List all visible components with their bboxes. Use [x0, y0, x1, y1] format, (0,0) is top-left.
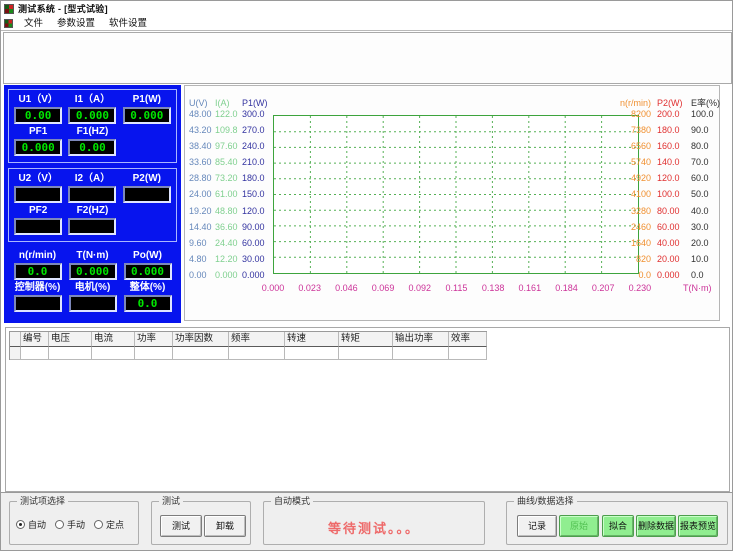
- col-output-power: 输出功率: [393, 332, 449, 347]
- menu-bar: 文件 参数设置 软件设置: [1, 16, 732, 30]
- axis-header-u: U(V): [189, 98, 208, 108]
- axis-header-p1: P1(W): [242, 98, 268, 108]
- meter-pf1: PF1 0.000: [11, 125, 65, 157]
- x-axis-ticks: 0.000 0.023 0.046 0.069 0.092 0.115 0.138 0.161…: [261, 283, 652, 293]
- x-axis-title: T(N·m): [683, 283, 712, 293]
- data-grid[interactable]: 编号 电压 电流 功率 功率因数 频率 转速 转矩 输出功率 效率: [9, 331, 487, 360]
- meter-f2: F2(HZ): [65, 204, 119, 236]
- u2-display: [14, 186, 63, 203]
- radio-manual[interactable]: 手动: [55, 518, 85, 531]
- axis-header-eff: E率(%): [691, 98, 720, 108]
- axis-ticks-n: 8200 7380 6560 5740 4920 4100 3280 2460 1640 820 0…: [630, 109, 651, 280]
- record-button[interactable]: 记录: [517, 515, 557, 537]
- menu-software-settings[interactable]: 软件设置: [109, 17, 148, 29]
- u1-display: 0.00: [14, 107, 63, 124]
- original-button[interactable]: 原始: [559, 515, 599, 537]
- axis-header-p2: P2(W): [657, 98, 683, 108]
- col-speed: 转速: [285, 332, 339, 347]
- meter-controller-eff: 控制器(%): [10, 281, 65, 313]
- axis-ticks-p1: 300.0 270.0 240.0 210.0 180.0 150.0 120.0 90.00…: [242, 109, 265, 280]
- radio-fixed-point-icon: [94, 520, 104, 529]
- status-message: 等待测试。。。: [327, 521, 420, 536]
- app-icon: [4, 3, 14, 14]
- axis-ticks-i: 122.0 109.8 97.60 85.40 73.20 61.00 48.80 36.60…: [215, 109, 238, 280]
- col-torque: 转矩: [339, 332, 393, 347]
- po-display: 0.000: [123, 263, 172, 280]
- meter-torque: T(N·m) 0.000: [65, 249, 120, 281]
- meter-u2: U2（V）: [11, 172, 65, 204]
- meter-f1: F1(HZ) 0.00: [65, 125, 119, 157]
- delete-data-button[interactable]: 删除数据: [636, 515, 676, 537]
- meter-group-3: n(r/min) 0.0 T(N·m) 0.000 Po(W) 0.000 控制…: [8, 247, 177, 313]
- col-number: 编号: [21, 332, 49, 347]
- meter-panel: U1（V） 0.00 I1（A） 0.000 P1(W) 0.000 PF1 0…: [4, 85, 181, 323]
- col-power-factor: 功率因数: [173, 332, 229, 347]
- data-table-panel: 编号 电压 电流 功率 功率因数 频率 转速 转矩 输出功率 效率: [5, 327, 730, 492]
- axis-header-n: n(r/min): [620, 98, 651, 108]
- col-power: 功率: [135, 332, 173, 347]
- meter-overall-eff: 整体(%) 0.0: [120, 281, 175, 313]
- meter-po: Po(W) 0.000: [120, 249, 175, 281]
- grid-lines: [274, 116, 638, 273]
- axis-ticks-p2: 200.0 180.0 160.0 140.0 120.0 100.0 80.00 60.00…: [657, 109, 680, 280]
- title-bar: 测试系统 - [型式试验]: [1, 1, 732, 16]
- menu-separator: [1, 30, 732, 31]
- auto-mode-group: 自动模式 等待测试。。。: [263, 496, 485, 545]
- unload-button[interactable]: 卸载: [204, 515, 246, 537]
- plot-area[interactable]: [273, 115, 639, 274]
- col-efficiency: 效率: [449, 332, 487, 347]
- p2-display: [122, 186, 171, 203]
- row-selector-header: [10, 332, 21, 347]
- meter-u1: U1（V） 0.00: [11, 93, 65, 125]
- meter-p2: P2(W): [120, 172, 174, 204]
- motor-eff-display: [68, 295, 117, 312]
- f2-display: [68, 218, 117, 235]
- speed-display: 0.0: [13, 263, 62, 280]
- pf1-display: 0.000: [14, 139, 63, 156]
- meter-i2: I2（A）: [65, 172, 119, 204]
- torque-display[interactable]: 0.000: [68, 263, 117, 280]
- controller-eff-display: [13, 295, 62, 312]
- meter-i1: I1（A） 0.000: [65, 93, 119, 125]
- report-preview-button[interactable]: 报表预览: [678, 515, 718, 537]
- top-blank-panel: [3, 32, 732, 84]
- test-group: 测试 测试 卸载: [151, 496, 251, 545]
- window-title: 测试系统 - [型式试验]: [18, 4, 108, 14]
- pf2-display: [14, 218, 63, 235]
- p1-display: 0.000: [122, 107, 171, 124]
- meter-motor-eff: 电机(%): [65, 281, 120, 313]
- curve-data-select-group: 曲线/数据选择 记录 原始 拟合 删除数据 报表预览: [506, 496, 728, 545]
- i2-display: [68, 186, 117, 203]
- radio-auto[interactable]: 自动: [16, 518, 46, 531]
- col-voltage: 电压: [49, 332, 92, 347]
- radio-manual-icon: [55, 520, 65, 529]
- menu-file[interactable]: 文件: [24, 17, 44, 29]
- col-current: 电流: [92, 332, 135, 347]
- mdi-child-icon[interactable]: [4, 18, 13, 28]
- axis-header-i: I(A): [215, 98, 230, 108]
- axis-ticks-u: 48.00 43.20 38.40 33.60 28.80 24.00 19.20 14.40…: [189, 109, 212, 280]
- overall-eff-display: 0.0: [123, 295, 172, 312]
- radio-fixed-point[interactable]: 定点: [94, 518, 124, 531]
- meter-group-2: U2（V） I2（A） P2(W) PF2 F2(HZ): [8, 168, 177, 242]
- col-frequency: 频率: [229, 332, 285, 347]
- axis-ticks-eff: 100.0 90.0 80.0 70.0 60.0 50.0 40.0 30.0 20.0 10.…: [691, 109, 714, 280]
- fit-button[interactable]: 拟合: [602, 515, 634, 537]
- meter-group-1: U1（V） 0.00 I1（A） 0.000 P1(W) 0.000 PF1 0…: [8, 89, 177, 163]
- meter-speed: n(r/min) 0.0: [10, 249, 65, 281]
- meter-pf2: PF2: [11, 204, 65, 236]
- menu-parameter-settings[interactable]: 参数设置: [57, 17, 96, 29]
- test-button[interactable]: 测试: [160, 515, 202, 537]
- radio-auto-icon: [16, 520, 25, 529]
- test-item-select-group: 测试项选择 自动 手动 定点: [9, 496, 139, 545]
- table-row[interactable]: [10, 347, 487, 360]
- chart-panel: U(V) I(A) P1(W) n(r/min) P2(W) E率(%) 48.…: [184, 85, 720, 321]
- f1-display: 0.00: [68, 139, 117, 156]
- i1-display: 0.000: [68, 107, 117, 124]
- meter-p1: P1(W) 0.000: [120, 93, 174, 125]
- footer-bar: 测试项选择 自动 手动 定点 测试 测试 卸载: [1, 492, 732, 550]
- table-header-row: 编号 电压 电流 功率 功率因数 频率 转速 转矩 输出功率 效率: [10, 332, 487, 347]
